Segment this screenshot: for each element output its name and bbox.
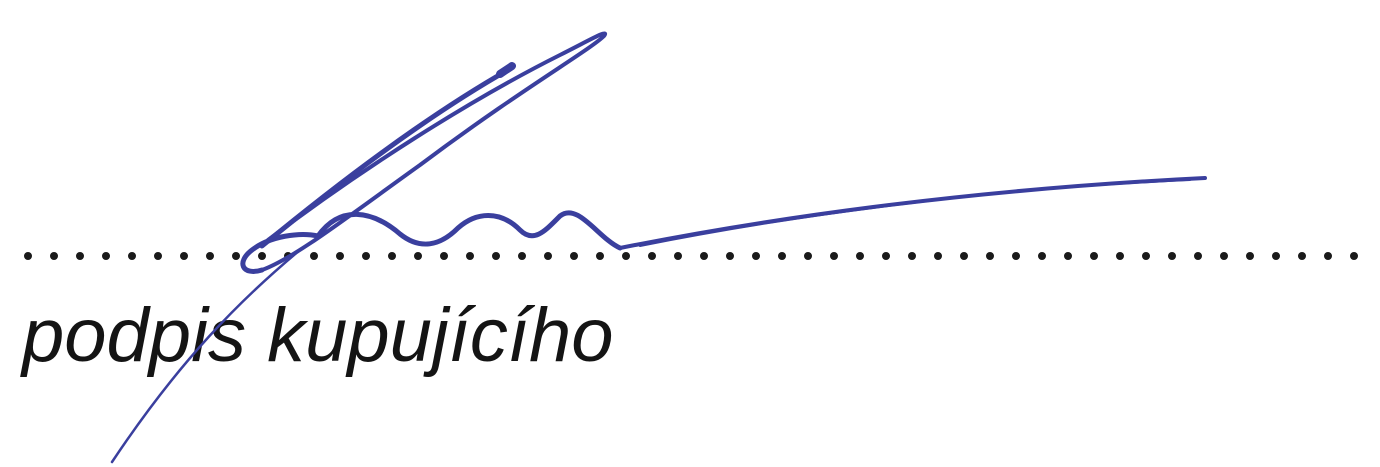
- signature-dotted-line: [24, 252, 1372, 260]
- signature-caption: podpis kupujícího: [22, 293, 614, 378]
